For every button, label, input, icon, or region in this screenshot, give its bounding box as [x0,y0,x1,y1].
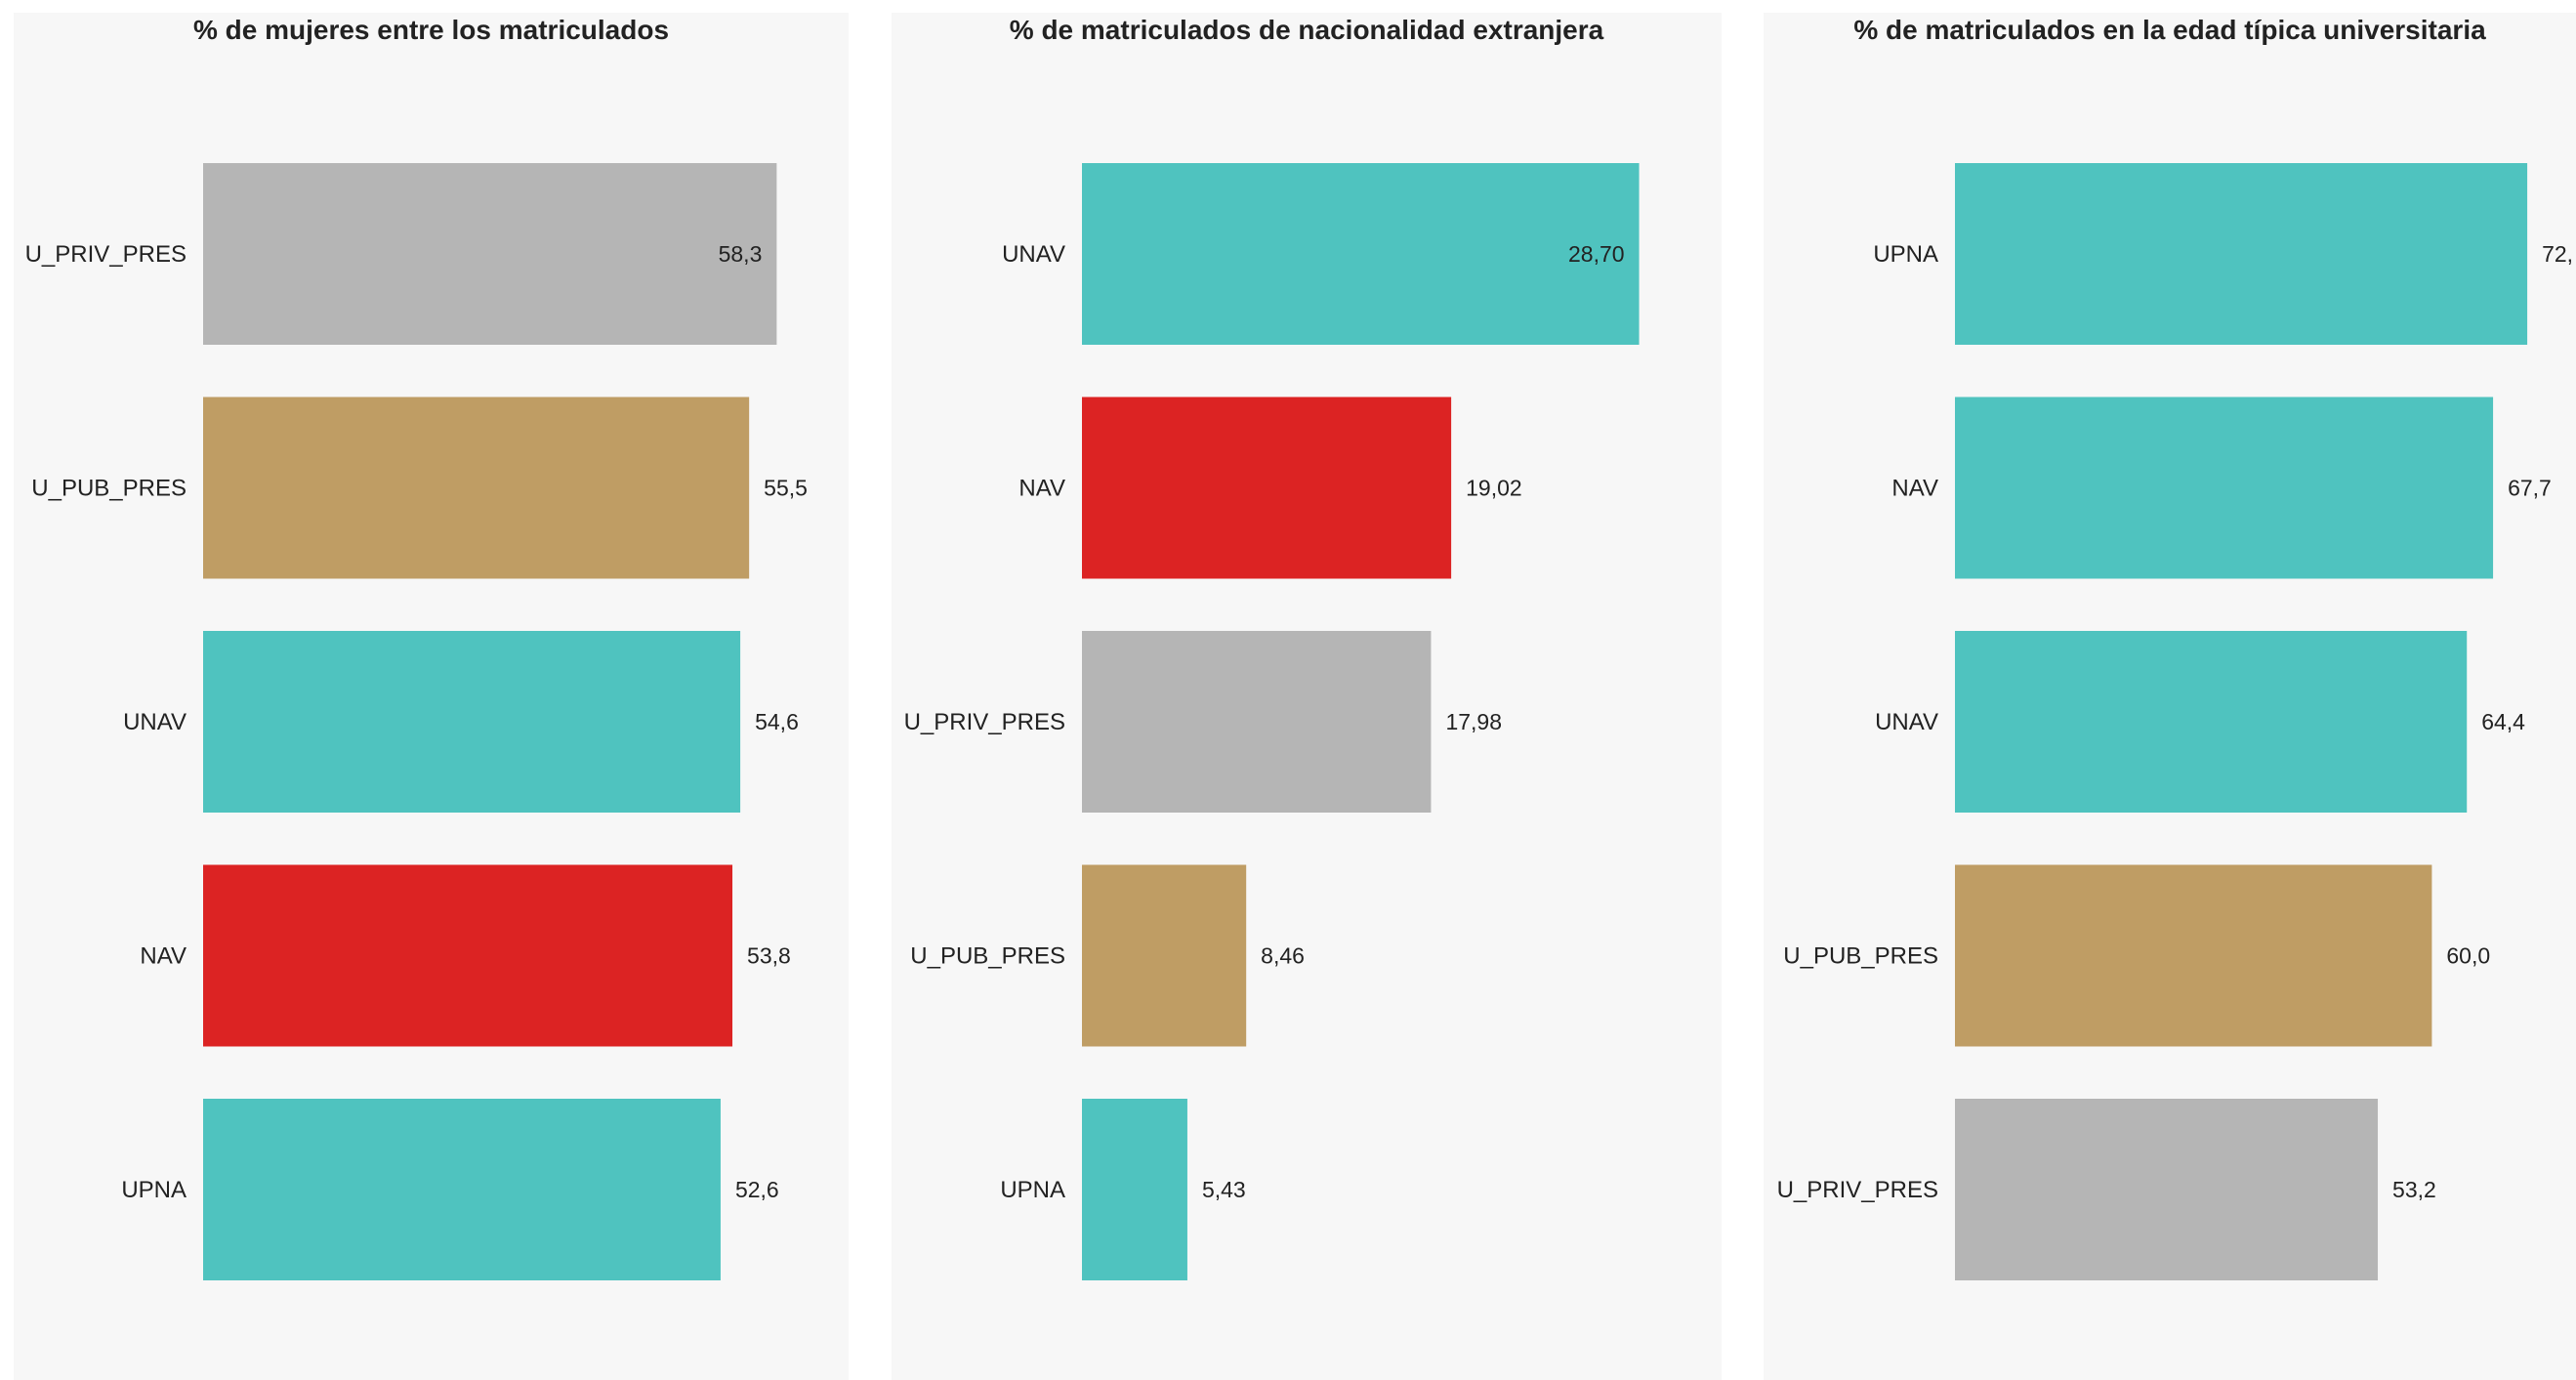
chart-panel-women: % de mujeres entre los matriculados U_PR… [14,13,849,1380]
chart-title: % de mujeres entre los matriculados [192,15,670,45]
bar-u-pub-pres [203,397,750,579]
value-label: 28,70 [1568,241,1625,267]
category-label: U_PRIV_PRES [1777,1177,1938,1203]
bar-chart: U_PRIV_PRES 58,3 U_PUB_PRES 55,5 UNAV 54,6 NAV… [25,163,808,1280]
category-label: NAV [1891,476,1938,502]
value-label: 55,5 [764,476,808,501]
bar-nav [203,864,733,1047]
category-label: UPNA [1000,1177,1065,1203]
category-label: U_PRIV_PRES [25,241,187,268]
value-label: 67,7 [2508,476,2552,501]
bar-nav [1082,397,1452,579]
bar-u-priv-pres [1082,631,1432,813]
bar-u-priv-pres [203,163,777,345]
bar-nav [1955,397,2494,579]
bar-chart: UPNA 72, NAV 67,7 UNAV 64,4 U_PUB_PRES 60,0 U_PR… [1777,163,2573,1280]
bar-unav [1082,163,1640,345]
value-label: 58,3 [719,241,763,267]
chart-panel-typical-age: % de matriculados en la edad típica univ… [1764,13,2576,1380]
category-label: UNAV [123,709,187,735]
bar-u-priv-pres [1955,1099,2379,1280]
chart-title: % de matriculados en la edad típica univ… [1853,15,2486,45]
value-label: 54,6 [755,709,799,734]
bar-unav [1955,631,2468,813]
category-label: UNAV [1875,709,1938,735]
bar-chart: UNAV 28,70 NAV 19,02 U_PRIV_PRES 17,98 U_PUB_P… [904,163,1640,1280]
bar-u-pub-pres [1082,864,1247,1047]
bar-u-pub-pres [1955,864,2432,1047]
bar-upna [203,1099,721,1280]
value-label: 17,98 [1445,709,1502,734]
value-label: 60,0 [2446,943,2490,969]
value-label: 5,43 [1202,1177,1246,1202]
value-label: 52,6 [735,1177,779,1202]
category-label: UPNA [121,1177,187,1203]
value-label: 19,02 [1466,476,1522,501]
value-label: 53,8 [747,943,791,969]
category-label: U_PUB_PRES [1783,943,1938,970]
value-label: 8,46 [1261,943,1305,969]
category-label: U_PUB_PRES [910,943,1065,970]
bar-unav [203,631,741,813]
chart-title: % de matriculados de nacionalidad extran… [1009,15,1604,45]
category-label: U_PUB_PRES [31,476,187,502]
chart-panel-foreign: % de matriculados de nacionalidad extran… [892,13,1722,1380]
value-label: 53,2 [2392,1177,2436,1202]
bar-upna [1082,1099,1187,1280]
value-label: 72, [2542,241,2573,267]
category-label: UPNA [1873,241,1938,268]
bar-upna [1955,163,2528,345]
category-label: NAV [1018,476,1065,502]
category-label: UNAV [1002,241,1065,268]
category-label: U_PRIV_PRES [904,709,1065,735]
category-label: NAV [140,943,187,970]
value-label: 64,4 [2481,709,2525,734]
